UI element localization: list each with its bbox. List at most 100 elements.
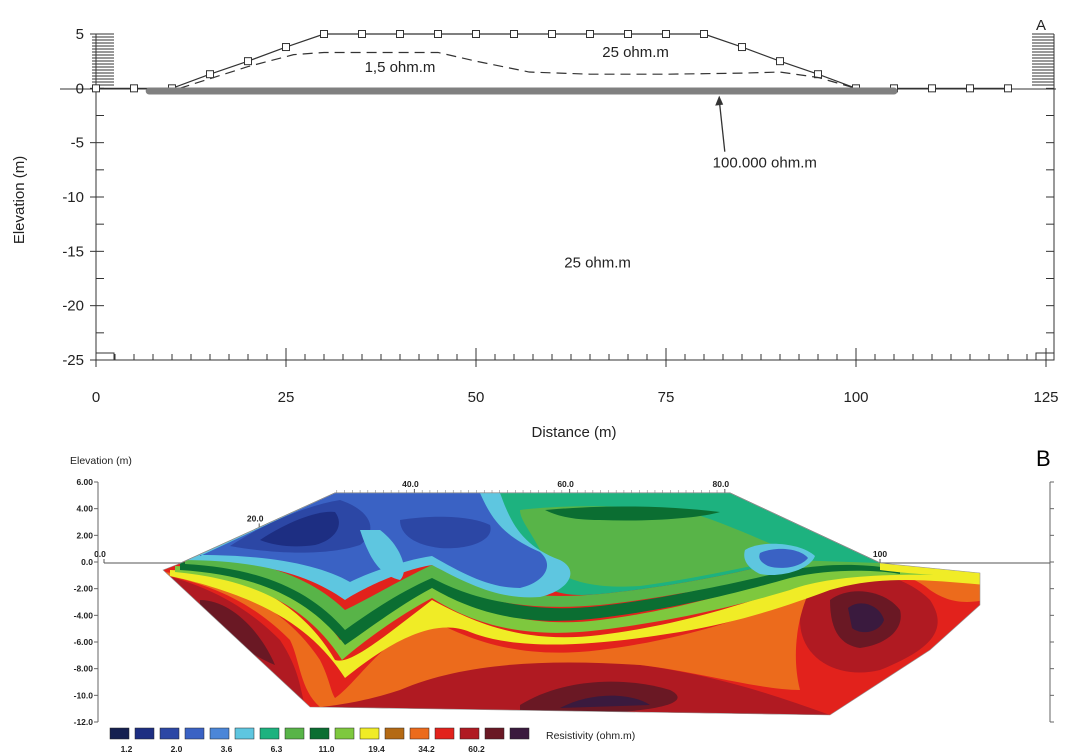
y-tick-label: -15 [62, 243, 84, 260]
x-tick-label: 100 [843, 389, 868, 406]
electrode-marker [92, 84, 100, 93]
colorbar-swatch [484, 727, 505, 740]
colorbar-swatch [459, 727, 480, 740]
annotations: 1,5 ohm.m 25 ohm.m 100.000 ohm.m 25 ohm.m [365, 44, 817, 272]
colorbar-swatch [134, 727, 155, 740]
colorbar-tick-label: 11.0 [318, 744, 334, 754]
electrode-marker [700, 30, 708, 38]
x-tick-label: 125 [1033, 389, 1058, 406]
colorbar-tick-label: 60.2 [468, 744, 485, 754]
y-tick-label: -25 [62, 352, 84, 369]
electrode-marker [662, 30, 670, 38]
dashed-boundary-line [179, 51, 857, 89]
colorbar-tick-label: 6.3 [271, 744, 283, 754]
panel-a: A 50-5-10-15-20-25 0 25 50 75 100 125 1,5 ohm… [11, 17, 1059, 441]
y-tick-label: -5 [71, 135, 84, 152]
section-outline [162, 492, 981, 716]
electrode-marker [434, 30, 442, 38]
colorbar-swatch [434, 727, 455, 740]
panel-b-y-tick-label: 0.0 [81, 557, 93, 567]
panel-b-x-tick-label: 20.0 [247, 513, 264, 523]
colorbar-swatch [309, 727, 330, 740]
panel-b-y-tick-label: -10.0 [74, 690, 94, 700]
zone-yellow [170, 570, 980, 678]
annotation-label: 25 ohm.m [564, 255, 631, 272]
panel-b-y-tick-label: -12.0 [74, 717, 94, 727]
electrode-marker [396, 30, 404, 38]
colorbar: 1.2 2.0 3.6 6.3 11.0 19.4 34.2 60.2 [109, 727, 530, 754]
panel-b-y-tick-label: -8.00 [74, 664, 94, 674]
electrode-marker [738, 43, 746, 52]
zone-navy [260, 511, 339, 547]
zone-center-green [520, 506, 800, 587]
y-tick-label: 0 [76, 80, 84, 97]
resistivity-section [163, 493, 980, 715]
zone-right-blue [759, 548, 808, 568]
electrode-marker [776, 57, 784, 66]
panel-b-label: B [1036, 446, 1051, 471]
electrode-marker [472, 30, 480, 38]
electrode-marker [282, 43, 290, 52]
panel-b: B Elevation (m) 6.004.002.000.0-2.00-4.0… [70, 446, 1054, 754]
colorbar-swatch [234, 727, 255, 740]
electrode-marker [244, 57, 252, 66]
x-tick-label: 75 [658, 389, 675, 406]
colorbar-swatch [334, 727, 355, 740]
panel-b-x-tick-label: 80.0 [713, 479, 730, 489]
colorbar-swatch [159, 727, 180, 740]
panel-b-y-tick-label: 2.00 [76, 530, 93, 540]
colorbar-tick-label: 2.0 [171, 744, 183, 754]
zone-left-maroon [200, 600, 275, 665]
zone-cyan-streak [360, 530, 404, 580]
panel-a-label: A [1036, 17, 1046, 34]
colorbar-tick-label: 34.2 [418, 744, 435, 754]
colorbar-swatch [184, 727, 205, 740]
arrow-head [715, 95, 724, 106]
zone-right-purple [848, 603, 884, 633]
colorbar-label: Resistivity (ohm.m) [546, 730, 635, 742]
panel-b-y-tick-label: -6.00 [74, 637, 94, 647]
zone-light-green [175, 566, 980, 660]
panel-b-y-tick-label: -4.00 [74, 610, 94, 620]
colorbar-swatch [259, 727, 280, 740]
colorbar-swatch [509, 727, 530, 740]
x-tick-label: 50 [468, 389, 485, 406]
x-axis-label: Distance (m) [531, 424, 616, 441]
electrode-marker [1004, 84, 1012, 93]
x-ticks: 0 25 50 75 100 125 [92, 360, 1059, 406]
y-tick-label: -10 [62, 189, 84, 206]
colorbar-tick-label: 1.2 [121, 744, 133, 754]
colorbar-swatch [109, 727, 130, 740]
annotation-label: 25 ohm.m [602, 44, 669, 61]
x-tick-label: 0 [92, 389, 100, 406]
panel-b-y-ticks: 6.004.002.000.0-2.00-4.00-6.00-8.00-10.0… [74, 477, 1054, 727]
y-axis-label: Elevation (m) [11, 156, 28, 244]
zone-deep-purple [560, 695, 650, 708]
left-hatch [92, 33, 115, 361]
zone-top-dark-green [545, 506, 720, 521]
y-tick-label: 5 [76, 26, 84, 43]
panel-b-y-tick-label: 6.00 [76, 477, 93, 487]
electrode-marker [130, 84, 138, 93]
minor-ticks [95, 87, 1054, 361]
panel-b-x-tick-label: 60.0 [557, 479, 574, 489]
annotation-label: 100.000 ohm.m [713, 155, 817, 172]
series-group [92, 30, 1012, 95]
colorbar-swatch [409, 727, 430, 740]
colorbar-swatch [284, 727, 305, 740]
annotation-label: 1,5 ohm.m [365, 59, 436, 76]
colorbar-swatch [384, 727, 405, 740]
panel-b-x-tick-label: 40.0 [402, 479, 419, 489]
colorbar-swatch [359, 727, 380, 740]
electrode-marker [358, 30, 366, 38]
panel-b-y-label: Elevation (m) [70, 455, 132, 467]
electrode-marker [624, 30, 632, 38]
electrode-marker [548, 30, 556, 38]
y-ticks: 5 0 -5 -10 -15 -20 -25 [62, 26, 96, 369]
dike-surface-line [96, 33, 1008, 89]
electrode-marker [510, 30, 518, 38]
panel-b-y-tick-label: 4.00 [76, 504, 93, 514]
zone-blue-center [400, 516, 491, 549]
right-hatch [1032, 33, 1055, 361]
